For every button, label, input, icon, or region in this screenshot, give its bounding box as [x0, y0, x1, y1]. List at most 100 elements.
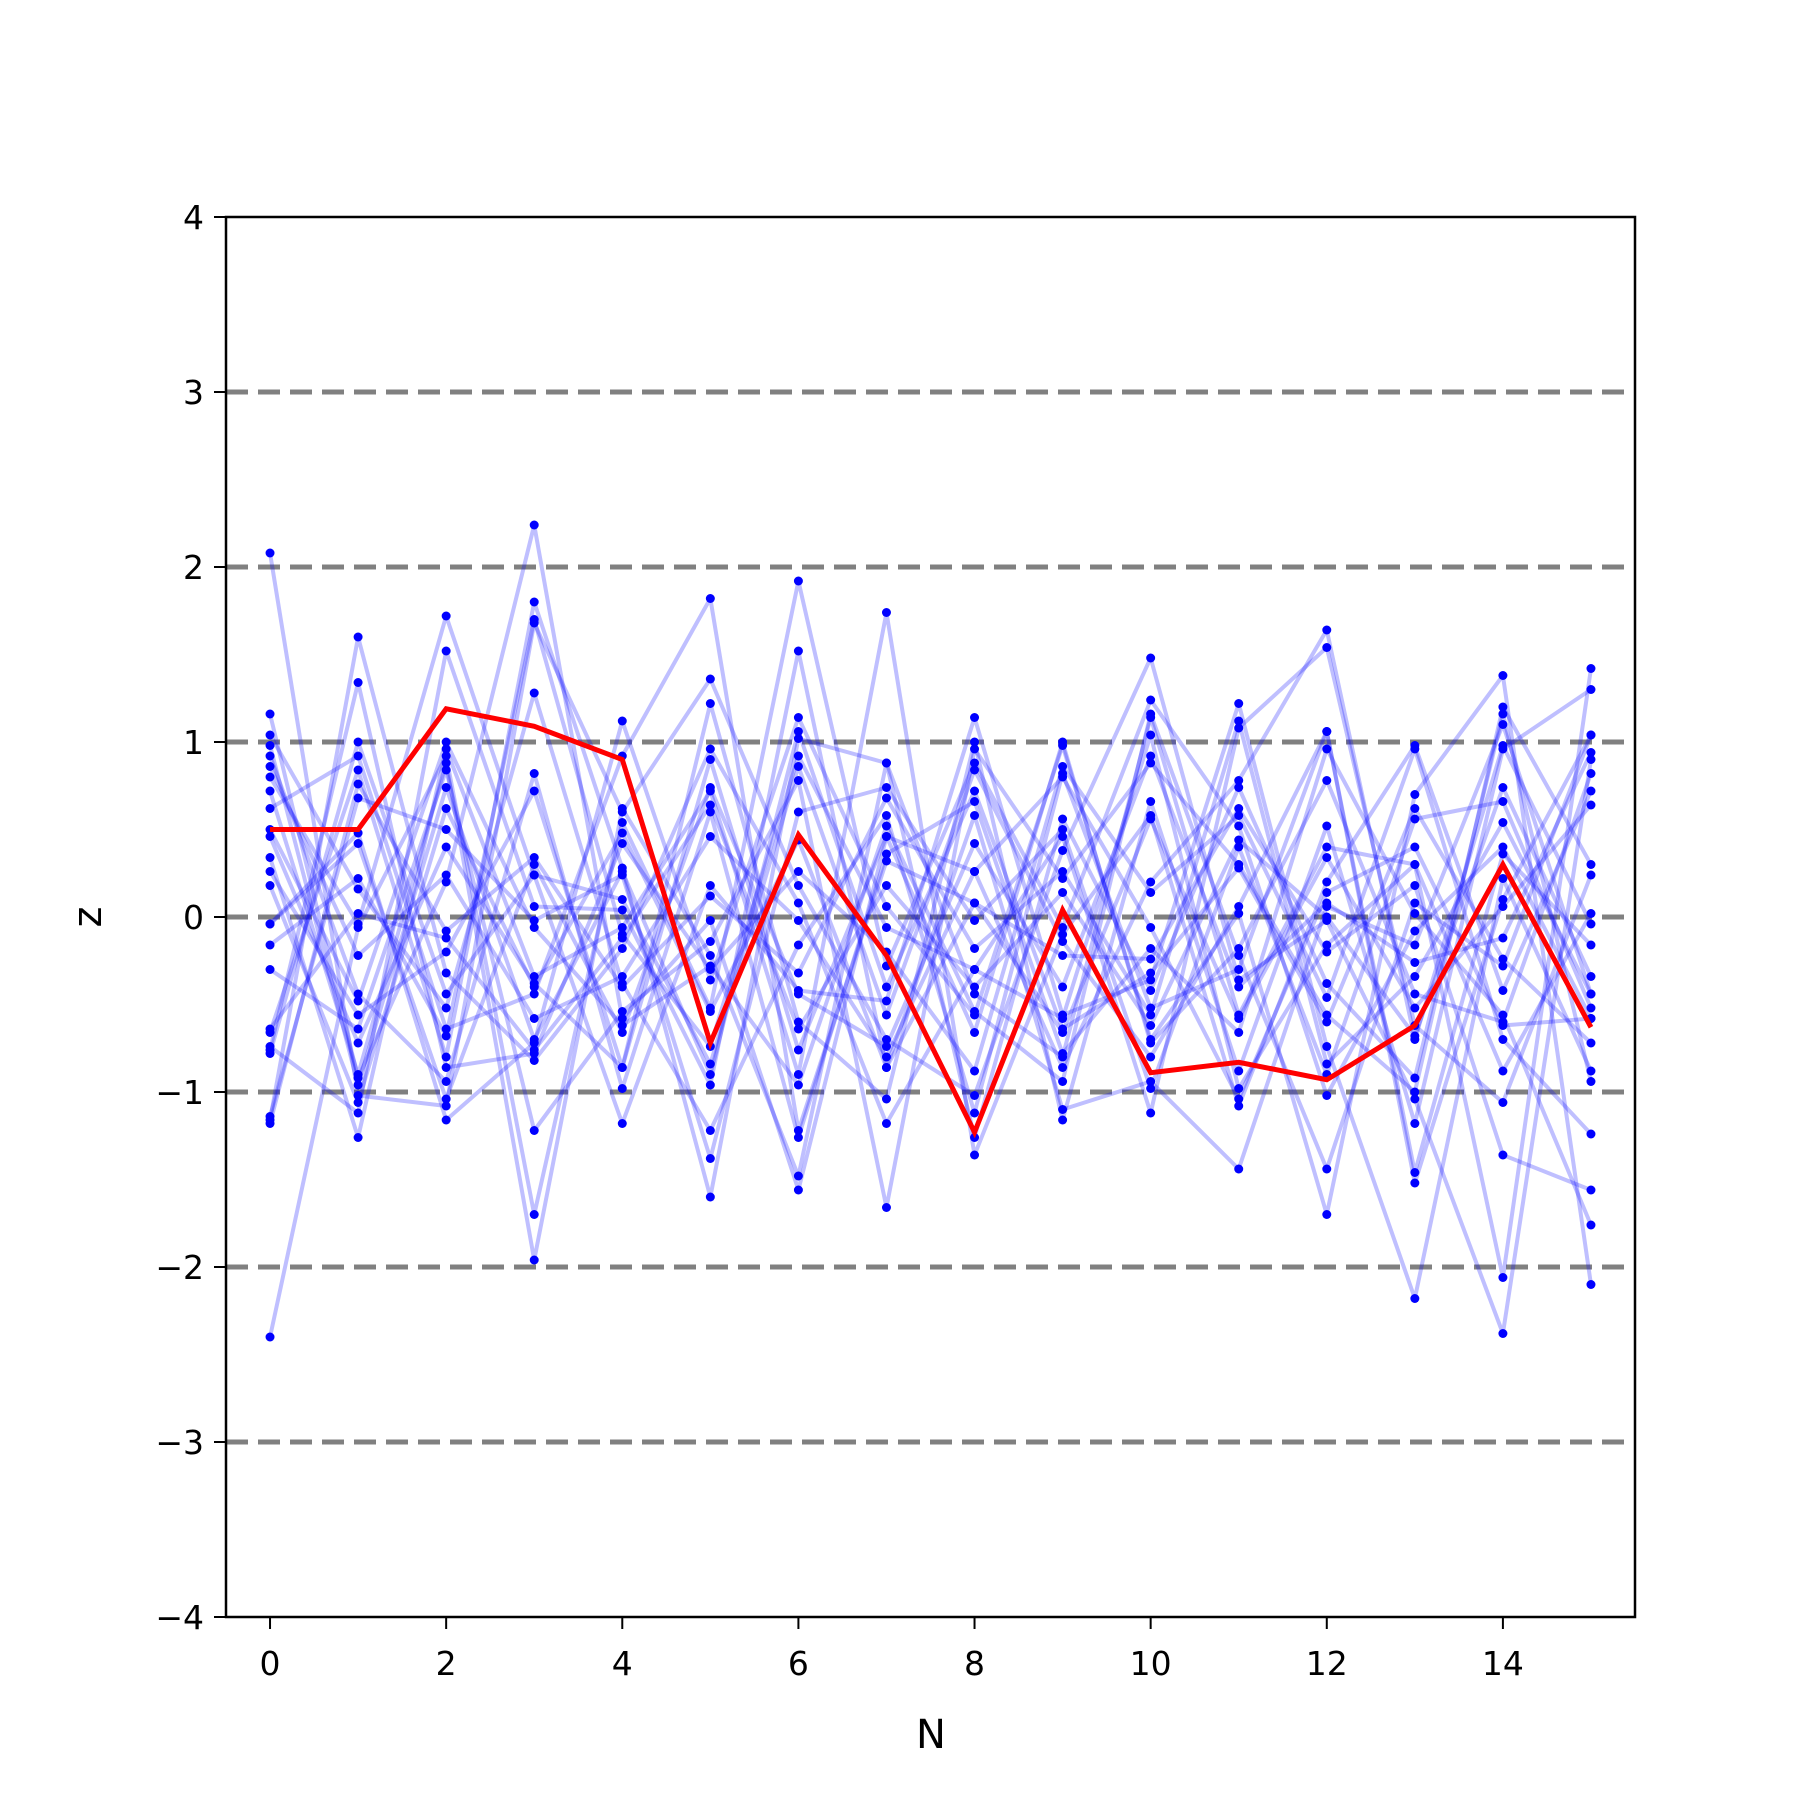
data-point: [441, 765, 451, 775]
data-point: [793, 989, 803, 999]
data-point: [353, 1133, 363, 1142]
data-point: [1586, 1129, 1596, 1139]
data-point: [1586, 755, 1596, 764]
data-point: [1410, 1003, 1420, 1013]
y-tick-label: −3: [155, 1423, 204, 1462]
data-point: [353, 779, 363, 789]
data-point: [1586, 1066, 1596, 1076]
x-tick-label: 4: [612, 1644, 633, 1683]
series-line: [268, 740, 1593, 1070]
data-point: [1234, 716, 1244, 726]
data-point: [1498, 709, 1508, 719]
data-point: [617, 905, 627, 915]
data-point: [705, 1007, 715, 1016]
data-point: [353, 919, 363, 929]
series-line: [268, 673, 1593, 1285]
series-line: [268, 729, 1593, 1087]
data-point: [265, 1332, 275, 1342]
data-point: [881, 1094, 891, 1104]
data-point: [265, 965, 275, 974]
data-point: [793, 776, 803, 785]
data-point: [617, 982, 627, 992]
data-point: [1146, 986, 1156, 995]
data-point: [441, 646, 451, 656]
data-point: [1498, 1150, 1508, 1160]
data-point: [529, 520, 539, 530]
data-point: [793, 940, 803, 950]
data-point: [353, 1038, 363, 1048]
data-point: [1058, 762, 1068, 771]
data-point: [1586, 786, 1596, 796]
data-point: [1322, 853, 1332, 862]
data-point: [1146, 709, 1156, 719]
data-point: [705, 800, 715, 810]
data-point: [1058, 832, 1068, 841]
data-point: [1586, 860, 1596, 869]
data-point: [793, 576, 803, 586]
data-point: [441, 989, 451, 999]
y-tick-label: −2: [155, 1248, 204, 1287]
data-point: [970, 758, 980, 768]
data-point: [1322, 912, 1332, 922]
data-point: [1146, 1003, 1156, 1013]
data-point: [353, 951, 363, 960]
data-point: [1146, 954, 1156, 964]
data-point: [1410, 744, 1420, 754]
series-line: [268, 751, 1593, 1101]
data-point: [793, 1133, 803, 1142]
data-point: [1586, 870, 1596, 880]
y-tick-label: 4: [183, 198, 204, 237]
series-line: [268, 523, 1593, 1192]
data-point: [1498, 1066, 1508, 1076]
data-point: [1498, 783, 1508, 792]
data-point: [353, 1098, 363, 1107]
data-point: [881, 923, 891, 932]
data-point: [1586, 940, 1596, 950]
data-point: [1322, 993, 1332, 1002]
y-tick-label: 2: [183, 548, 204, 587]
x-tick-label: 12: [1306, 1644, 1348, 1683]
data-point: [529, 853, 539, 862]
data-point: [1234, 1014, 1244, 1023]
data-point: [881, 793, 891, 803]
data-point: [1234, 811, 1244, 820]
series-line: [268, 747, 1593, 1226]
data-point: [1146, 814, 1156, 824]
data-point: [353, 1091, 363, 1100]
x-axis-label: N: [916, 1712, 946, 1758]
data-point: [1234, 821, 1244, 831]
data-point: [1322, 1010, 1332, 1020]
data-point: [1146, 797, 1156, 806]
data-point: [970, 989, 980, 999]
data-point: [1498, 1021, 1508, 1030]
data-point: [1498, 895, 1508, 904]
data-point: [1498, 671, 1508, 680]
data-point: [617, 1021, 627, 1030]
data-point: [353, 1070, 363, 1079]
data-point: [970, 786, 980, 796]
data-point: [265, 548, 275, 558]
data-point: [793, 1017, 803, 1027]
data-point: [353, 884, 363, 894]
data-point: [1322, 744, 1332, 754]
data-point: [1146, 877, 1156, 887]
data-point: [793, 1185, 803, 1195]
data-point: [793, 968, 803, 978]
data-point: [1322, 1059, 1332, 1069]
data-point: [1058, 1105, 1068, 1114]
data-point: [1498, 744, 1508, 754]
data-point: [1586, 989, 1596, 999]
data-point: [793, 713, 803, 722]
data-point: [1234, 804, 1244, 813]
data-point: [1410, 1168, 1420, 1177]
data-point: [529, 1014, 539, 1023]
data-point: [705, 937, 715, 946]
data-point: [353, 793, 363, 803]
data-point: [1322, 940, 1332, 950]
data-point: [705, 674, 715, 684]
data-point: [441, 783, 451, 792]
data-point: [529, 870, 539, 880]
data-point: [441, 1031, 451, 1041]
data-point: [705, 594, 715, 603]
data-point: [1234, 723, 1244, 733]
